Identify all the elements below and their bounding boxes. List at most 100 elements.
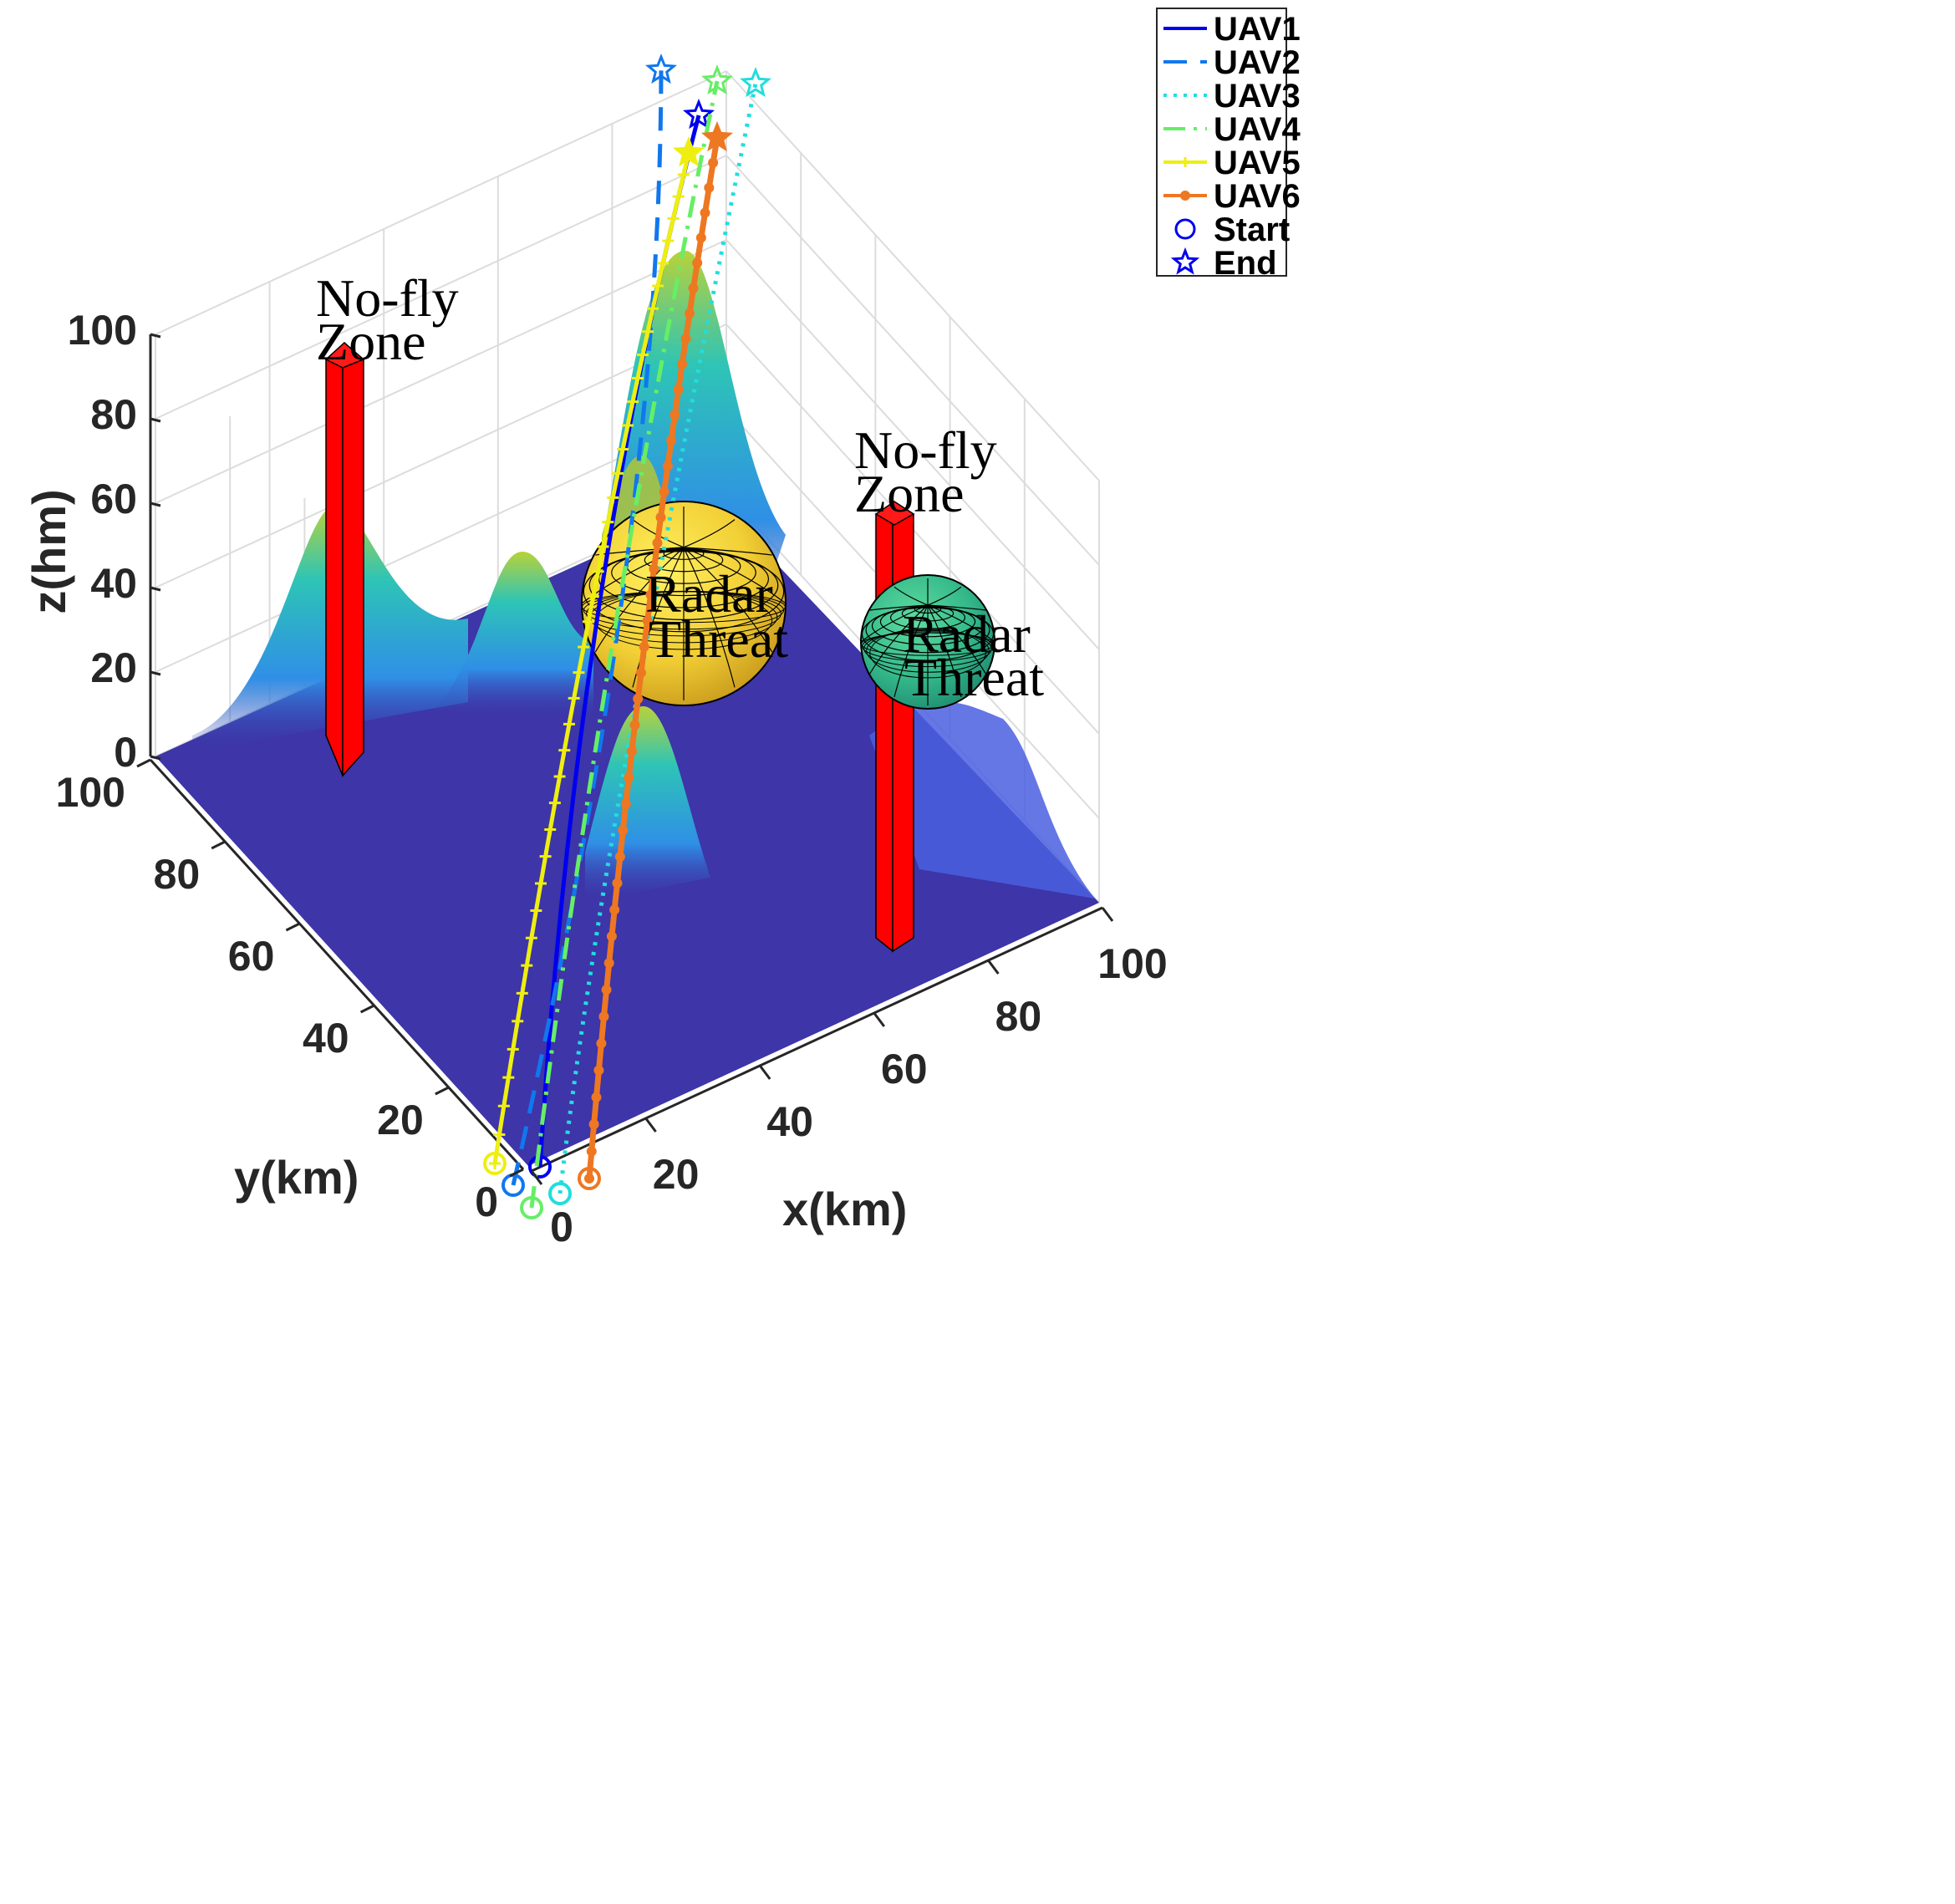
uav-path-marker (642, 615, 653, 626)
uav-path-marker (677, 359, 688, 369)
y-tick-label: 40 (303, 1015, 349, 1061)
no-fly-zone-1 (324, 341, 365, 777)
annotation-no-fly-zone-2-line2: Zone (854, 464, 965, 523)
uav-path-marker (692, 257, 703, 268)
uav-path-marker (612, 878, 623, 888)
legend-marker (1180, 157, 1190, 167)
x-tick-label: 0 (550, 1204, 573, 1250)
uav-path-marker (645, 589, 656, 600)
x-tick-mark (1101, 907, 1114, 922)
y-tick-mark (136, 758, 151, 768)
z-tick-label: 80 (90, 391, 137, 438)
sphere-meridian (927, 604, 995, 643)
annotation-radar-threat-2: Radar (903, 604, 1031, 664)
uav-path-marker (622, 419, 634, 431)
uav-path-marker (642, 325, 654, 338)
uav-path-marker (629, 720, 640, 731)
uav-path-marker (649, 563, 659, 574)
uav-paths (483, 53, 772, 1219)
uav-path-marker (596, 1038, 607, 1049)
uav-path-marker (521, 960, 533, 972)
legend-box (1156, 8, 1287, 277)
z-axis-label: z(hm) (23, 489, 75, 613)
uav-path-marker (489, 1158, 501, 1169)
x-axis-ticks: 0 20 40 60 80 100 (530, 907, 1168, 1250)
uav-path-marker (662, 235, 675, 247)
z-tick-mark (150, 417, 161, 423)
uav-path-marker (603, 958, 614, 969)
uav-path-marker (659, 486, 669, 497)
z-tick-label: 0 (114, 729, 137, 776)
uav-start-marker-3 (548, 1182, 572, 1205)
no-fly-column-top (324, 341, 365, 369)
uav-end-marker-5 (672, 135, 705, 167)
uav-path-marker (583, 615, 594, 628)
z-tick-mark (150, 501, 161, 507)
x-tick-mark (644, 1117, 657, 1133)
uav-path-marker (548, 797, 561, 809)
uav-path-marker (598, 1011, 609, 1022)
no-fly-column-front (325, 349, 344, 776)
uav-path-marker (553, 771, 566, 783)
x-tick-label: 40 (766, 1098, 813, 1145)
sphere-meridian (927, 604, 986, 611)
sphere-meridian (594, 547, 685, 653)
uav-path-marker (688, 283, 699, 293)
uav-path-3 (557, 83, 758, 1194)
legend-label: Start (1214, 211, 1290, 248)
uav-path-marker (539, 850, 552, 863)
uav-path-marker (612, 467, 624, 480)
uav-path-marker (618, 825, 629, 836)
uav-path-marker (708, 157, 719, 168)
z-tick-label: 40 (90, 560, 137, 607)
uav-path-marker (635, 667, 646, 678)
axis-lines (149, 334, 1103, 1173)
z-tick-label: 20 (90, 644, 137, 691)
uav-path-marker (695, 232, 706, 243)
x-tick-label: 60 (881, 1046, 928, 1092)
uav-end-marker-3 (739, 66, 772, 98)
uav-path-marker (632, 372, 644, 384)
x-tick-mark (759, 1065, 771, 1080)
sphere-meridian (927, 604, 962, 697)
uav-path-marker (669, 410, 680, 420)
no-fly-column-side (342, 349, 364, 777)
uav-path-marker (530, 904, 542, 917)
uav-start-marker-4 (520, 1196, 543, 1219)
y-tick-mark (435, 1086, 450, 1096)
y-tick-label: 60 (228, 933, 275, 980)
uav-end-marker-2 (644, 53, 678, 84)
sphere-meridian (683, 519, 736, 548)
uav-path-marker (639, 641, 649, 652)
legend-label: End (1214, 245, 1277, 282)
uav-path-marker (633, 694, 644, 705)
uav-path-marker (593, 1065, 604, 1076)
uav-path-marker (607, 491, 619, 504)
uav-path-marker (677, 168, 690, 181)
y-tick-label: 20 (377, 1097, 424, 1143)
uav-path-marker (502, 1072, 515, 1084)
x-tick-label: 80 (995, 993, 1042, 1040)
sphere-band (869, 628, 986, 679)
uav-path-marker (592, 565, 604, 578)
uav-path-marker (680, 333, 691, 344)
uav-end-marker-4 (700, 64, 734, 95)
legend-label: UAV1 (1214, 11, 1301, 48)
uav-path-marker (602, 516, 614, 528)
x-tick-mark (873, 1012, 886, 1027)
z-tick-mark (150, 755, 161, 761)
annotation-no-fly-zone-1: No-fly (316, 268, 459, 328)
uav-path-marker (587, 590, 599, 603)
uav-path-marker (544, 823, 557, 836)
sphere-meridian (869, 604, 929, 675)
uav-path-marker (626, 746, 637, 756)
annotation-no-fly-zone-1-line2: Zone (316, 312, 426, 371)
y-tick-mark (509, 1168, 524, 1178)
sphere-band (860, 632, 995, 656)
legend-marker (1174, 218, 1196, 240)
uav-path-marker (637, 349, 649, 361)
y-tick-mark (211, 840, 226, 850)
uav-path-marker (647, 303, 659, 315)
uav-path-marker (652, 280, 664, 293)
